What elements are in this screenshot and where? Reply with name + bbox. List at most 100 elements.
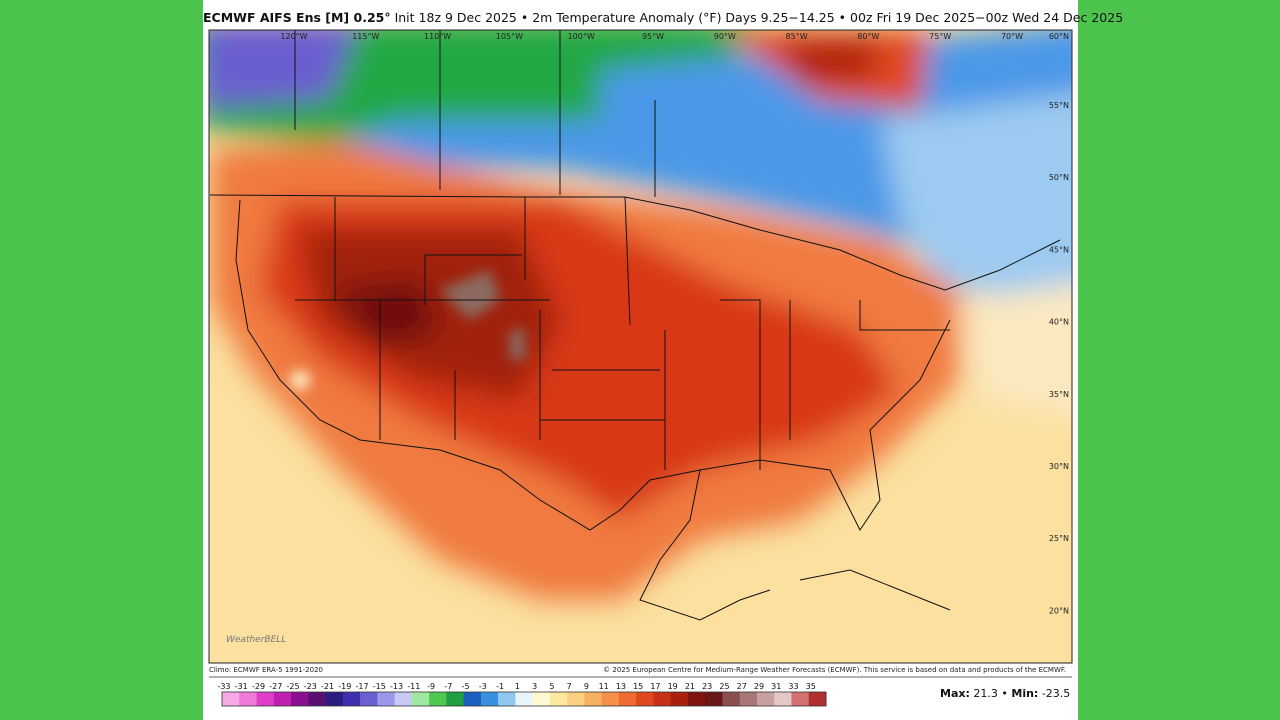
longitude-label: 75°W [929, 32, 951, 41]
colorbar-swatch [791, 692, 810, 706]
colorbar-swatch [774, 692, 792, 706]
latitude-label: 50°N [1049, 173, 1069, 182]
colorbar-swatch [739, 692, 758, 706]
colorbar-swatch [239, 692, 258, 706]
colorbar-label: 5 [549, 682, 554, 691]
max-label: Max: [940, 687, 970, 700]
max-min: Max: 21.3 • Min: -23.5 [940, 687, 1070, 700]
colorbar-swatch [291, 692, 309, 706]
colorbar-swatch [498, 692, 516, 706]
latitude-label: 45°N [1049, 245, 1069, 254]
latitude-label: 25°N [1049, 534, 1069, 543]
colorbar-label: -3 [479, 682, 487, 691]
copyright: © 2025 European Centre for Medium-Range … [603, 666, 1066, 674]
colorbar-label: -9 [427, 682, 435, 691]
colorbar-label: -7 [444, 682, 452, 691]
colorbar-swatch [308, 692, 327, 706]
colorbar-swatch [222, 692, 240, 706]
colorbar-label: 17 [650, 682, 660, 691]
colorbar-label: 23 [702, 682, 712, 691]
colorbar-label: 25 [719, 682, 729, 691]
colorbar-label: -31 [235, 682, 248, 691]
colorbar-swatch [636, 692, 654, 706]
colorbar-label: -27 [269, 682, 282, 691]
colorbar-label: -25 [286, 682, 299, 691]
colorbar-label: -17 [356, 682, 369, 691]
colorbar-swatch [325, 692, 344, 706]
colorbar-label: -13 [390, 682, 403, 691]
colorbar-swatch [808, 692, 827, 706]
colorbar-label: -19 [338, 682, 351, 691]
colorbar-swatch [670, 692, 689, 706]
longitude-label: 85°W [786, 32, 808, 41]
latitude-label: 30°N [1049, 462, 1069, 471]
colorbar-frame [221, 691, 827, 707]
colorbar-label: -11 [407, 682, 420, 691]
colorbar-swatch [549, 692, 568, 706]
longitude-label: 80°W [857, 32, 879, 41]
longitude-label: 70°W [1001, 32, 1023, 41]
longitude-label: 105°W [496, 32, 523, 41]
separator: • [1001, 687, 1008, 700]
colorbar-label: 27 [737, 682, 747, 691]
climo: Climo: ECMWF ERA-5 1991-2020 [209, 666, 323, 674]
longitude-label: 120°W [280, 32, 307, 41]
colorbar-label: -21 [321, 682, 334, 691]
logo: WeatherBELL [226, 635, 286, 645]
colorbar-swatch [601, 692, 620, 706]
colorbar-label: 31 [771, 682, 781, 691]
colorbar-swatch [532, 692, 551, 706]
title: ECMWF AIFS Ens [M] 0.25° Init 18z 9 Dec … [203, 10, 1123, 25]
colorbar-swatch [515, 692, 534, 706]
colorbar-swatch [567, 692, 585, 706]
colorbar-swatch [705, 692, 723, 706]
colorbar-swatch [463, 692, 482, 706]
colorbar-label: -29 [252, 682, 265, 691]
latitude-label: 20°N [1049, 606, 1069, 615]
colorbar-swatch [342, 692, 361, 706]
colorbar-swatch [377, 692, 396, 706]
colorbar-label: 11 [599, 682, 609, 691]
borders [209, 30, 1061, 621]
colorbar-label: 1 [515, 682, 520, 691]
latitude-label: 35°N [1049, 390, 1069, 399]
colorbar-swatch [756, 692, 775, 706]
colorbar-label: 33 [788, 682, 798, 691]
latitude-label: 60°N [1049, 32, 1069, 41]
title-rest: Init 18z 9 Dec 2025 • 2m Temperature Ano… [394, 10, 1124, 25]
longitude-label: 115°W [352, 32, 379, 41]
min-label: Min: [1011, 687, 1038, 700]
colorbar-label: -23 [304, 682, 317, 691]
longitude-label: 100°W [568, 32, 595, 41]
colorbar-label: 35 [806, 682, 816, 691]
longitude-label: 95°W [642, 32, 664, 41]
colorbar-label: 15 [633, 682, 643, 691]
colorbar-swatch [618, 692, 637, 706]
graticule-labels: 120°W 115°W 110°W 105°W 100°W 95°W 90°W 85°W 80°… [280, 32, 1069, 615]
longitude-label: 110°W [424, 32, 451, 41]
colorbar-swatch [411, 692, 430, 706]
colorbar-label: -1 [496, 682, 504, 691]
colorbar-swatch [584, 692, 603, 706]
latitude-label: 55°N [1049, 101, 1069, 110]
colorbar-swatch [273, 692, 292, 706]
colorbar: -33 -31 -29 -27 -25 -23 -21 -19 -17 -15 -13 -11 -9 -7… [217, 682, 827, 707]
colorbar-label: 21 [685, 682, 695, 691]
colorbar-swatch [429, 692, 447, 706]
colorbar-label: 7 [567, 682, 572, 691]
colorbar-swatch [256, 692, 275, 706]
min-value: -23.5 [1042, 687, 1070, 700]
colorbar-swatch [446, 692, 465, 706]
anomaly-field: WeatherBELL [209, 30, 1072, 663]
longitude-label: 90°W [714, 32, 736, 41]
colorbar-swatch [360, 692, 378, 706]
colorbar-label: 19 [668, 682, 678, 691]
colorbar-swatch [653, 692, 672, 706]
colorbar-label: 3 [532, 682, 537, 691]
latitude-label: 40°N [1049, 318, 1069, 327]
colorbar-label: 29 [754, 682, 764, 691]
colorbar-swatch [394, 692, 413, 706]
colorbar-label: -33 [217, 682, 230, 691]
